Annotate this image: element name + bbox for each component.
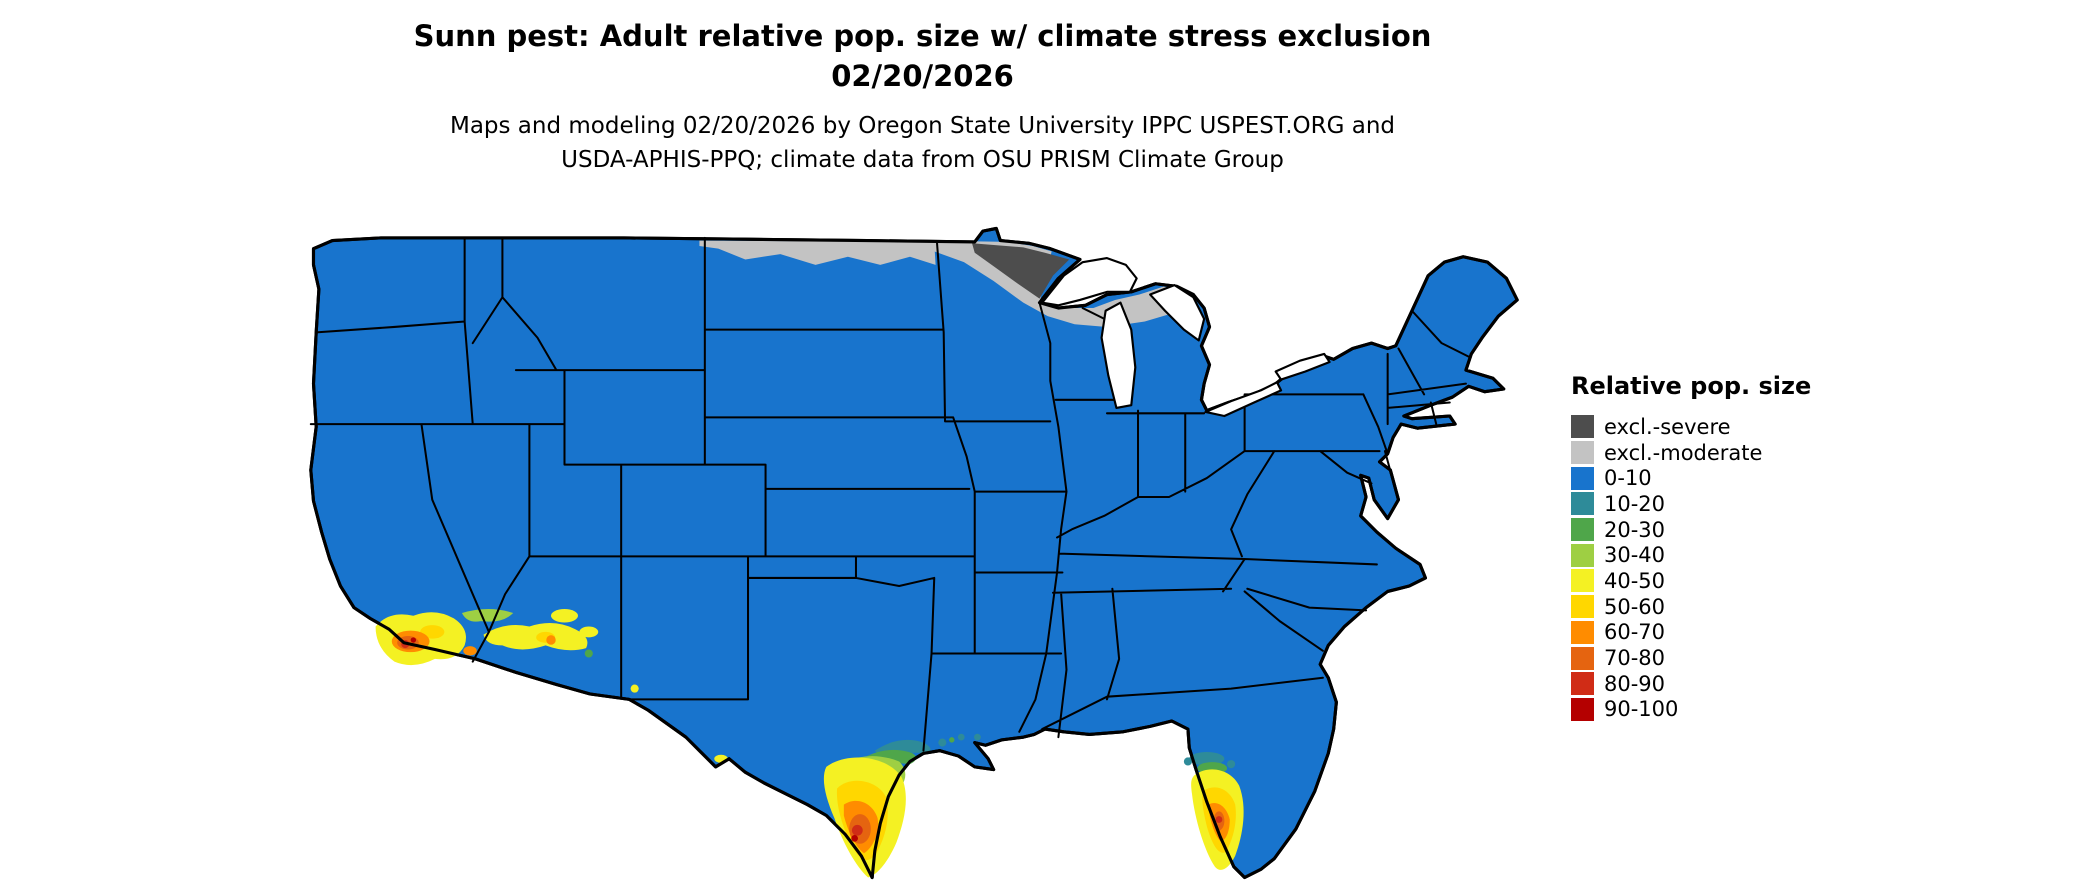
legend-swatch	[1571, 543, 1594, 567]
tx-dark-red	[851, 835, 858, 842]
legend-entry: 60-70	[1571, 620, 1811, 646]
legend-swatch	[1571, 646, 1594, 670]
legend-label: 50-60	[1604, 594, 1666, 619]
legend-label: 80-90	[1604, 671, 1666, 696]
figure-title: Sunn pest: Adult relative pop. size w/ c…	[413, 19, 1432, 53]
figure-subtitle-line1: Maps and modeling 02/20/2026 by Oregon S…	[449, 113, 1396, 139]
yuma-orange	[463, 646, 477, 656]
figure-subtitle-line2: USDA-APHIS-PPQ; climate data from OSU PR…	[561, 147, 1284, 173]
la-green-dot	[949, 737, 955, 743]
us-land	[309, 226, 1519, 880]
tx-red	[851, 824, 863, 836]
legend-title: Relative pop. size	[1571, 372, 1812, 400]
lake-ontario	[1274, 352, 1331, 381]
excl-severe-blob	[972, 243, 1070, 299]
legend-entry: 70-80	[1571, 645, 1811, 671]
lake-erie	[1204, 381, 1283, 418]
az-yellow-2	[579, 626, 599, 638]
legend-label: 30-40	[1604, 543, 1666, 568]
ca-green-fringe	[461, 608, 514, 622]
legend-swatch	[1571, 441, 1594, 465]
la-teal-dot-2	[974, 733, 981, 741]
legend-entry: 20-30	[1571, 517, 1811, 543]
legend-swatch	[1571, 492, 1594, 516]
fl-teal-dot	[1227, 760, 1236, 769]
legend-label: excl.-severe	[1604, 414, 1731, 439]
legend-swatch	[1571, 415, 1594, 439]
excl-moderate-band	[699, 240, 936, 265]
us-outline	[309, 226, 1519, 880]
legend-swatch	[1571, 569, 1594, 593]
elpaso-yellow	[630, 684, 639, 693]
legend-swatch	[1571, 518, 1594, 542]
fl-teal-dot-2	[1183, 757, 1192, 766]
south-texas-hotspots	[823, 733, 981, 878]
lake-michigan	[1100, 301, 1137, 409]
legend-label: excl.-moderate	[1604, 440, 1763, 465]
legend-swatch	[1571, 620, 1594, 644]
az-yellow-arm	[483, 623, 588, 651]
legend-entry: 40-50	[1571, 568, 1811, 594]
legend-entries: excl.-severe excl.-moderate 0-10 10-20 20-30…	[1571, 414, 1811, 722]
legend-entry: 50-60	[1571, 594, 1811, 620]
la-teal-dot-1	[957, 733, 965, 741]
us-map	[300, 224, 1528, 886]
lake-superior	[1041, 257, 1138, 307]
legend-label: 0-10	[1604, 466, 1652, 491]
legend-swatch	[1571, 595, 1594, 619]
az-orange	[546, 635, 556, 645]
fl-teal-fringe	[1189, 752, 1225, 766]
figure-title-date: 02/20/2026	[831, 59, 1014, 93]
legend-entry: excl.-severe	[1571, 414, 1811, 440]
legend-label: 90-100	[1604, 697, 1679, 722]
legend-label: 40-50	[1604, 568, 1666, 593]
legend-label: 20-30	[1604, 517, 1666, 542]
legend-swatch	[1571, 697, 1594, 721]
tx-teal-dot-1	[938, 738, 947, 747]
az-yellow-1	[550, 608, 578, 623]
legend-entry: 80-90	[1571, 671, 1811, 697]
legend: Relative pop. size excl.-severe excl.-mod…	[1571, 372, 1811, 722]
legend-swatch	[1571, 672, 1594, 696]
legend-entry: excl.-moderate	[1571, 440, 1811, 466]
legend-label: 60-70	[1604, 620, 1666, 645]
legend-label: 70-80	[1604, 646, 1666, 671]
figure-subtitle: Maps and modeling 02/20/2026 by Oregon S…	[0, 109, 1845, 177]
legend-entry: 30-40	[1571, 542, 1811, 568]
legend-swatch	[1571, 466, 1594, 490]
lake-huron	[1149, 284, 1206, 342]
fl-red	[1215, 816, 1223, 823]
az-green-dot	[584, 649, 593, 658]
state-borders	[309, 236, 1470, 752]
great-lakes	[1041, 257, 1331, 418]
us-map-svg	[309, 226, 1519, 880]
ca-dark-red	[410, 637, 417, 643]
title-block: Sunn pest: Adult relative pop. size w/ c…	[0, 16, 1845, 177]
legend-entry: 90-100	[1571, 697, 1811, 723]
legend-entry: 0-10	[1571, 465, 1811, 491]
legend-entry: 10-20	[1571, 491, 1811, 517]
legend-label: 10-20	[1604, 491, 1666, 516]
